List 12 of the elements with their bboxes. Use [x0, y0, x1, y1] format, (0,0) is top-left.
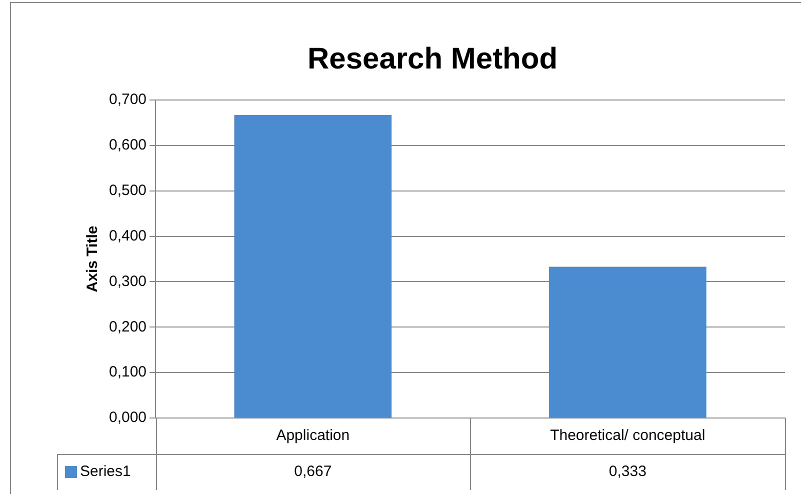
y-tick-label: 0,700	[108, 91, 147, 108]
y-tick-label: 0,400	[108, 227, 147, 244]
y-tick-label: 0,200	[108, 318, 147, 336]
y-tick-label: 0,600	[108, 136, 147, 154]
y-tick-label: 0,100	[108, 364, 147, 381]
y-axis-title: Axis Title	[84, 226, 102, 292]
x-tick-label: Application	[276, 427, 350, 444]
y-tick-label: 0,500	[108, 182, 147, 199]
y-tick-label: 0,300	[108, 272, 147, 290]
x-tick-label: Theoretical/ conceptual	[550, 427, 706, 444]
y-tick-label: 0,000	[108, 409, 147, 426]
chart-title: Research Method	[307, 42, 558, 76]
